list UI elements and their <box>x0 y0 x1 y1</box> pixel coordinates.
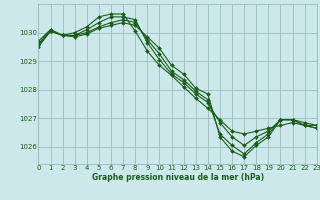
X-axis label: Graphe pression niveau de la mer (hPa): Graphe pression niveau de la mer (hPa) <box>92 173 264 182</box>
